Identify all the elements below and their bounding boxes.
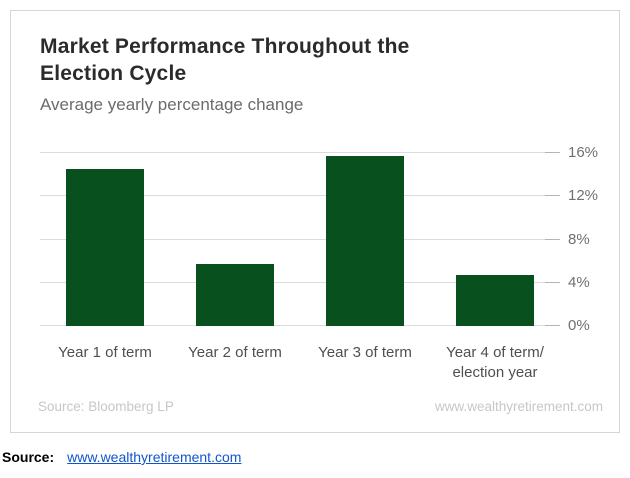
chart-title: Market Performance Throughout the Electi… xyxy=(40,33,409,87)
bar-year-3-of-term xyxy=(326,156,404,326)
y-tick-mark xyxy=(545,195,560,197)
y-tick-label: 16% xyxy=(568,144,599,161)
page-source-line: Source: www.wealthyretirement.com xyxy=(2,449,241,465)
x-axis-label: Year 2 of term xyxy=(188,344,282,361)
bar-year-1-of-term xyxy=(66,169,144,326)
y-tick-label: 0% xyxy=(568,317,590,334)
gridline-8% xyxy=(40,238,545,240)
chart-title-line1: Market Performance Throughout the xyxy=(40,35,410,58)
source-label: Source: xyxy=(2,449,55,465)
x-axis-label: Year 4 of term/election year xyxy=(446,344,544,381)
chart-watermark: www.wealthyretirement.com xyxy=(434,399,603,414)
plot-area: 0% 4% 8% 12% 16% xyxy=(40,144,598,334)
chart-title-line2: Election Cycle xyxy=(40,62,187,85)
y-tick-mark xyxy=(545,238,560,240)
y-tick-mark xyxy=(545,325,560,326)
y-tick-mark xyxy=(545,281,560,283)
chart-subtitle: Average yearly percentage change xyxy=(40,95,304,114)
chart-source-note: Source: Bloomberg LP xyxy=(38,399,174,414)
x-axis-label: Year 1 of term xyxy=(58,344,152,361)
gridline-4% xyxy=(40,281,545,283)
gridline-0% xyxy=(40,325,545,326)
chart-card: Market Performance Throughout the Electi… xyxy=(10,10,620,433)
x-axis-label: Year 3 of term xyxy=(318,344,412,361)
bar-year-2-of-term xyxy=(196,264,274,326)
y-tick-label: 12% xyxy=(568,187,599,205)
gridline-16% xyxy=(40,152,545,153)
bar-year-4-of-term-election-year xyxy=(456,275,534,326)
x-axis-labels: Year 1 of term Year 2 of term Year 3 of te… xyxy=(40,343,560,385)
y-tick-label: 8% xyxy=(568,230,590,248)
y-tick-mark xyxy=(545,152,560,153)
source-link[interactable]: www.wealthyretirement.com xyxy=(67,449,242,465)
y-tick-label: 4% xyxy=(568,273,590,291)
gridline-12% xyxy=(40,195,545,197)
